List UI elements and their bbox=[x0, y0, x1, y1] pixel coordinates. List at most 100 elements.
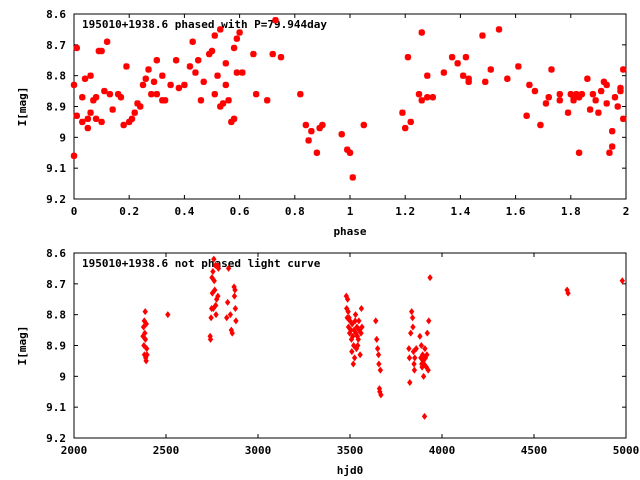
chart-0-data-point bbox=[90, 97, 97, 104]
chart-0-data-point bbox=[92, 94, 100, 101]
chart-1-data-point bbox=[142, 308, 148, 316]
chart-1-data-point bbox=[426, 317, 432, 325]
chart-0-data-point bbox=[109, 106, 116, 113]
chart-0-data-point bbox=[495, 26, 503, 33]
chart-1-data-point bbox=[212, 286, 218, 294]
chart-1-x-axis-label: hjd0 bbox=[337, 464, 364, 477]
chart-1-data-point bbox=[406, 345, 412, 353]
chart-1-plot-frame bbox=[73, 252, 627, 439]
chart-0-data-point bbox=[150, 78, 158, 86]
chart-0-data-point bbox=[319, 121, 326, 129]
chart-0-data-point bbox=[349, 174, 356, 181]
chart-1-data-point bbox=[213, 311, 219, 319]
chart-0-y-tick-label: 9 bbox=[59, 131, 66, 144]
chart-1-data-point bbox=[378, 391, 384, 399]
chart-0-data-point bbox=[606, 149, 613, 156]
chart-0-data-point bbox=[264, 97, 271, 104]
chart-1-data-point bbox=[144, 345, 150, 353]
chart-0-data-point bbox=[79, 94, 86, 101]
chart-1-data-point bbox=[355, 342, 361, 349]
chart-0-data-point bbox=[305, 137, 312, 144]
chart-1-y-tick-label: 9.1 bbox=[46, 401, 66, 414]
chart-0-data-point bbox=[344, 146, 351, 153]
chart-1-data-point bbox=[565, 289, 571, 297]
chart-1-data-point bbox=[140, 323, 147, 331]
chart-0-data-point bbox=[429, 94, 436, 101]
chart-0-data-point bbox=[225, 97, 232, 104]
chart-0-data-point bbox=[189, 38, 196, 45]
chart-0-data-point bbox=[200, 78, 207, 86]
chart-0-data-point bbox=[346, 149, 354, 156]
chart-0-data-point bbox=[424, 72, 431, 79]
chart-1-data-point bbox=[225, 264, 232, 272]
chart-0-data-point bbox=[172, 57, 180, 64]
chart-1-y-tick-label: 8.7 bbox=[46, 278, 66, 291]
chart-0-data-point bbox=[592, 97, 599, 104]
chart-0-data-point bbox=[142, 75, 149, 82]
chart-1-x-tick-label: 4000 bbox=[429, 444, 456, 457]
chart-1-x-tick-label: 5000 bbox=[613, 444, 640, 457]
chart-0-data-point bbox=[252, 90, 260, 98]
chart-0-data-point bbox=[120, 121, 127, 129]
chart-0-data-point bbox=[564, 109, 572, 116]
chart-1-data-point bbox=[407, 379, 413, 386]
chart-1-data-point bbox=[410, 323, 416, 331]
chart-0-data-point bbox=[250, 50, 257, 58]
chart-1-data-point bbox=[375, 351, 382, 359]
chart-1-data-point bbox=[427, 274, 433, 282]
chart-0-x-tick-label: 1.6 bbox=[506, 205, 526, 218]
chart-0-data-point bbox=[526, 81, 533, 89]
chart-0-data-point bbox=[126, 118, 133, 126]
chart-1-data-point bbox=[142, 329, 148, 337]
chart-1-data-point bbox=[229, 329, 235, 337]
chart-0-data-point bbox=[459, 72, 467, 79]
chart-1-data-point bbox=[350, 332, 356, 340]
chart-1-y-tick-label: 8.8 bbox=[46, 309, 66, 322]
chart-0-data-point bbox=[233, 35, 241, 42]
chart-0-data-point bbox=[84, 115, 91, 123]
chart-0-data-point bbox=[277, 53, 285, 61]
chart-0-data-point bbox=[79, 118, 86, 126]
chart-1-y-tick-label: 9 bbox=[59, 370, 66, 383]
chart-1-data-point bbox=[358, 329, 364, 337]
chart-1-data-point bbox=[143, 357, 149, 365]
chart-0-y-tick-label: 8.6 bbox=[46, 8, 66, 21]
chart-0-data-point bbox=[570, 97, 577, 104]
chart-0-data-point bbox=[545, 94, 552, 101]
chart-0-data-point bbox=[128, 115, 136, 123]
chart-0-data-point bbox=[617, 84, 624, 92]
chart-0-data-point bbox=[360, 121, 367, 129]
chart-0-data-point bbox=[186, 63, 194, 70]
chart-0-data-point bbox=[415, 90, 423, 98]
chart-0-data-point bbox=[73, 44, 80, 52]
chart-0-data-point bbox=[131, 109, 138, 116]
chart-1-data-point bbox=[345, 308, 351, 316]
chart-0-data-point bbox=[161, 97, 169, 104]
chart-0-data-point bbox=[407, 118, 414, 126]
chart-1-data-point bbox=[411, 366, 418, 374]
chart-0-data-point bbox=[153, 57, 160, 64]
chart-0-x-tick-label: 2 bbox=[623, 205, 630, 218]
chart-0-data-point bbox=[230, 115, 238, 123]
chart-1-y-axis-label: I[mag] bbox=[16, 326, 29, 366]
chart-1-y-tick-label: 8.9 bbox=[46, 340, 66, 353]
chart-0-data-point bbox=[603, 100, 610, 107]
chart-1-data-point bbox=[233, 317, 239, 325]
chart-0-data-point bbox=[418, 97, 425, 104]
chart-0-data-point bbox=[117, 94, 125, 101]
chart-0-data-point bbox=[611, 94, 619, 101]
chart-1-data-point bbox=[215, 292, 221, 300]
chart-0-y-tick-label: 9.2 bbox=[46, 193, 66, 206]
chart-1-data-point bbox=[406, 354, 413, 362]
phased-light-curve-panel: 0 0.2 0.4 0.6 0.8 1 1.2 1.4 1.6 1.8 2 8.6 8.7 8.8 8.9 9… bbox=[16, 8, 629, 238]
chart-1-data-point bbox=[232, 305, 239, 312]
chart-0-data-point bbox=[462, 53, 470, 61]
chart-0-y-tick-label: 8.8 bbox=[46, 70, 66, 83]
chart-1-data-point bbox=[143, 320, 149, 328]
chart-0-data-point bbox=[479, 32, 486, 39]
chart-0-x-tick-label: 0 bbox=[71, 205, 78, 218]
chart-1-data-point bbox=[358, 305, 365, 312]
chart-1-data-point bbox=[215, 264, 222, 272]
chart-0-data-point bbox=[230, 44, 238, 52]
chart-0-data-point bbox=[614, 103, 621, 110]
